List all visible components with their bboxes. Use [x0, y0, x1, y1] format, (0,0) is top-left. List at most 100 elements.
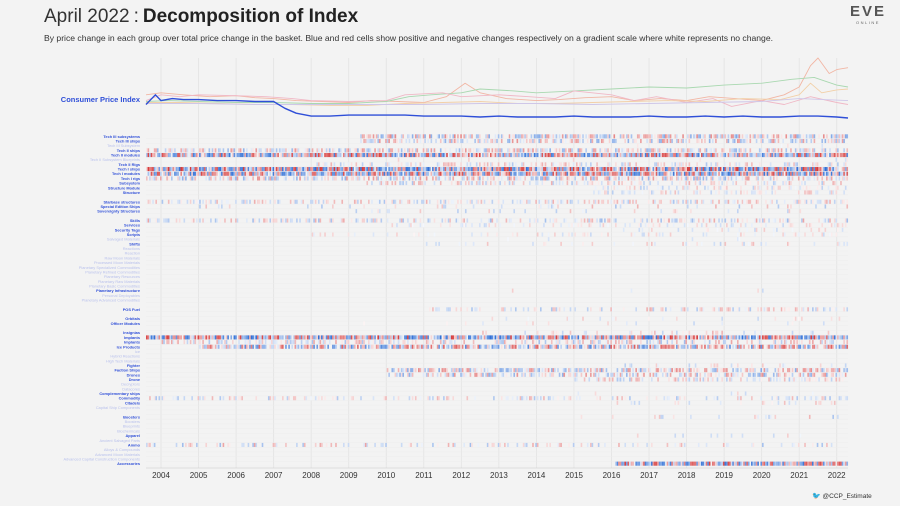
heatmap-cell [266, 218, 268, 223]
heatmap-cell [347, 153, 350, 158]
heatmap-cell [485, 167, 487, 172]
heatmap-cell [261, 340, 264, 345]
heatmap-cell [364, 335, 367, 340]
heatmap-cell [635, 199, 637, 204]
heatmap-cell [758, 377, 761, 382]
heatmap-cell [239, 344, 242, 349]
heatmap-cell [782, 223, 784, 228]
heatmap-cell [583, 368, 586, 373]
heatmap-cell [647, 171, 650, 176]
heatmap-cell [485, 181, 487, 186]
heatmap-cell [430, 372, 433, 377]
heatmap-cell [647, 223, 650, 228]
heatmap-cell [535, 134, 537, 139]
heatmap-cell [382, 167, 384, 172]
heatmap-cell [641, 377, 644, 382]
heatmap-cell [269, 148, 272, 153]
heatmap-cell [726, 167, 728, 172]
heatmap-cell [222, 148, 225, 153]
heatmap-cell [718, 218, 720, 223]
heatmap-cell [585, 171, 587, 176]
heatmap-cell [447, 176, 450, 181]
heatmap-cell [319, 153, 322, 158]
heatmap-cell [286, 153, 289, 158]
heatmap-cell [765, 190, 767, 195]
heatmap-cell [221, 344, 223, 349]
heatmap-cell [525, 340, 528, 345]
heatmap-cell [676, 340, 678, 345]
heatmap-cell [438, 162, 440, 167]
heatmap-cell [702, 181, 705, 186]
heatmap-cell [313, 153, 315, 158]
heatmap-cell [321, 204, 323, 209]
heatmap-cell [772, 138, 775, 144]
heatmap-cell [385, 134, 387, 139]
heatmap-cell [661, 138, 664, 144]
heatmap-cell [604, 344, 606, 349]
heatmap-cell [518, 134, 520, 139]
heatmap-cell [802, 218, 805, 223]
heatmap-cell [341, 171, 344, 176]
heatmap-cell [211, 335, 214, 340]
heatmap-cell [716, 363, 719, 368]
heatmap-cell [762, 335, 764, 340]
heatmap-cell [178, 335, 181, 340]
heatmap-cell [183, 171, 186, 176]
heatmap-cell [414, 171, 417, 176]
heatmap-cell [768, 218, 770, 223]
heatmap-cell [732, 344, 734, 349]
heatmap-cell [500, 148, 503, 153]
heatmap-cell [787, 218, 789, 223]
heatmap-cell [829, 148, 831, 153]
heatmap-cell [435, 138, 437, 144]
heatmap-cell [402, 134, 405, 139]
heatmap-cell [444, 171, 447, 176]
heatmap-cell [208, 199, 211, 204]
heatmap-cell [449, 218, 451, 223]
heatmap-cell [569, 148, 572, 153]
heatmap-cell [308, 335, 311, 340]
heatmap-cell [646, 241, 648, 246]
heatmap-cell [830, 363, 833, 368]
heatmap-cell [291, 171, 294, 176]
heatmap-cell [277, 335, 279, 340]
heatmap-cell [504, 344, 506, 349]
heatmap-cell [344, 167, 347, 172]
heatmap-cell [396, 344, 398, 349]
heatmap-cell [760, 368, 763, 373]
heatmap-cell [724, 153, 727, 158]
heatmap-cell [344, 340, 347, 345]
heatmap-cell [210, 335, 212, 340]
heatmap-cell [275, 171, 278, 176]
heatmap-cell [721, 377, 723, 382]
heatmap-cell [754, 368, 756, 373]
heatmap-cell [211, 167, 214, 172]
heatmap-cell [782, 153, 784, 158]
heatmap-cell [388, 372, 390, 377]
heatmap-cell [824, 218, 827, 223]
heatmap-cell [743, 330, 745, 335]
heatmap-cell [457, 181, 459, 186]
heatmap-cell [518, 176, 520, 181]
heatmap-cell [524, 167, 526, 172]
heatmap-cell [261, 335, 264, 340]
heatmap-cell [615, 340, 617, 345]
heatmap-cell [257, 335, 259, 340]
heatmap-cell [730, 171, 733, 176]
heatmap-cell [782, 138, 784, 144]
heatmap-cell [444, 340, 447, 345]
heatmap-cell [158, 335, 161, 340]
heatmap-cell [649, 190, 652, 195]
heatmap-cell [377, 199, 379, 204]
heatmap-cell [635, 368, 637, 373]
row-label: Decryptors [121, 382, 140, 387]
heatmap-cell [266, 153, 268, 158]
heatmap-cell [619, 171, 622, 176]
heatmap-cell [468, 335, 470, 340]
heatmap-cell [497, 176, 500, 181]
heatmap-cell [688, 241, 691, 246]
heatmap-cell [169, 171, 172, 176]
heatmap-cell [307, 153, 309, 158]
heatmap-cell [640, 181, 642, 186]
heatmap-cell [579, 148, 581, 153]
